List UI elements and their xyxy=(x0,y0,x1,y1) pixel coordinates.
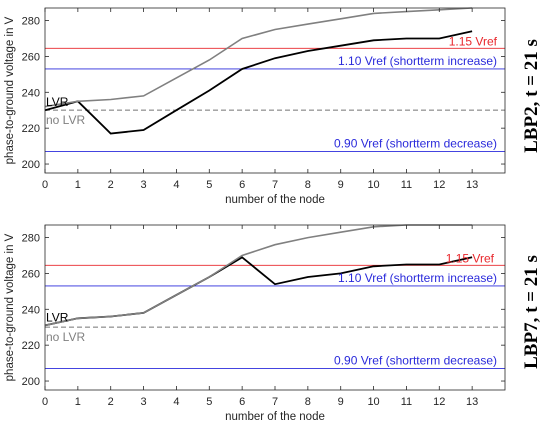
reference-line-label: 1.10 Vref (shortterm increase) xyxy=(338,271,497,285)
x-tick-label: 10 xyxy=(367,179,379,191)
series-line-lvr xyxy=(44,256,473,327)
x-tick-label: 1 xyxy=(75,396,81,408)
y-tick-label: 280 xyxy=(22,16,40,28)
y-tick-label: 220 xyxy=(22,123,40,135)
chart-panel-2: 0 1 2 3 4 5 6 7 8 9 10 11 12 13200220240260280number … xyxy=(4,224,542,423)
x-tick-label: 2 xyxy=(108,396,114,408)
x-tick-label: 12 xyxy=(433,396,445,408)
y-tick-label: 240 xyxy=(22,304,40,316)
x-tick-label: 13 xyxy=(466,396,478,408)
x-tick-label: 4 xyxy=(173,179,179,191)
x-tick-label: 3 xyxy=(141,179,147,191)
x-tick-label: 10 xyxy=(367,396,379,408)
x-tick-label: 7 xyxy=(272,396,278,408)
reference-line-label: 0.90 Vref (shortterm decrease) xyxy=(334,136,497,150)
chart-panel-1: 0 1 2 3 4 5 6 7 8 9 10 11 12 13200220240260280number … xyxy=(4,7,542,206)
y-tick-label: 200 xyxy=(22,159,40,171)
y-tick-label: 280 xyxy=(22,233,40,245)
x-tick-label: 6 xyxy=(239,179,245,191)
series-line-lvr xyxy=(44,30,473,135)
panel-side-label: LBP2, t = 21 s xyxy=(521,39,542,153)
reference-line-label: 1.15 Vref xyxy=(449,34,498,48)
y-tick-label: 200 xyxy=(22,376,40,388)
reference-line-label: 0.90 Vref (shortterm decrease) xyxy=(334,353,497,367)
x-tick-label: 0 xyxy=(42,396,48,408)
x-tick-label: 9 xyxy=(338,179,344,191)
y-tick-label: 240 xyxy=(22,87,40,99)
y-tick-label: 220 xyxy=(22,340,40,352)
y-axis-label: phase-to-ground voltage in V xyxy=(4,233,16,381)
reference-line-label: 1.10 Vref (shortterm increase) xyxy=(338,54,497,68)
x-tick-label: 13 xyxy=(466,179,478,191)
y-tick-label: 260 xyxy=(22,51,40,63)
x-tick-label: 11 xyxy=(401,179,412,191)
x-tick-label: 4 xyxy=(173,396,179,408)
series-label-no-lvr: no LVR xyxy=(46,330,85,344)
x-tick-label: 0 xyxy=(42,179,48,191)
series-label-lvr: LVR xyxy=(46,95,69,109)
x-tick-label: 11 xyxy=(401,396,412,408)
x-tick-label: 9 xyxy=(338,396,344,408)
x-axis-label: number of the node xyxy=(225,194,325,206)
reference-line-label: 1.15 Vref xyxy=(446,251,495,265)
x-tick-label: 5 xyxy=(206,396,212,408)
x-tick-label: 8 xyxy=(305,179,311,191)
y-tick-label: 260 xyxy=(22,268,40,280)
panel-side-label: LBP7, t = 21 s xyxy=(521,255,542,369)
x-tick-label: 12 xyxy=(433,179,445,191)
series-label-lvr: LVR xyxy=(46,310,69,324)
x-tick-label: 7 xyxy=(272,179,278,191)
x-tick-label: 5 xyxy=(206,179,212,191)
x-axis-label: number of the node xyxy=(225,411,325,423)
x-tick-label: 8 xyxy=(305,396,311,408)
x-tick-label: 3 xyxy=(141,396,147,408)
x-tick-label: 6 xyxy=(239,396,245,408)
series-line-no-lvr xyxy=(44,7,473,108)
series-label-no-lvr: no LVR xyxy=(46,113,85,127)
y-axis-label: phase-to-ground voltage in V xyxy=(4,16,16,164)
x-tick-label: 2 xyxy=(108,179,114,191)
x-tick-label: 1 xyxy=(75,179,81,191)
